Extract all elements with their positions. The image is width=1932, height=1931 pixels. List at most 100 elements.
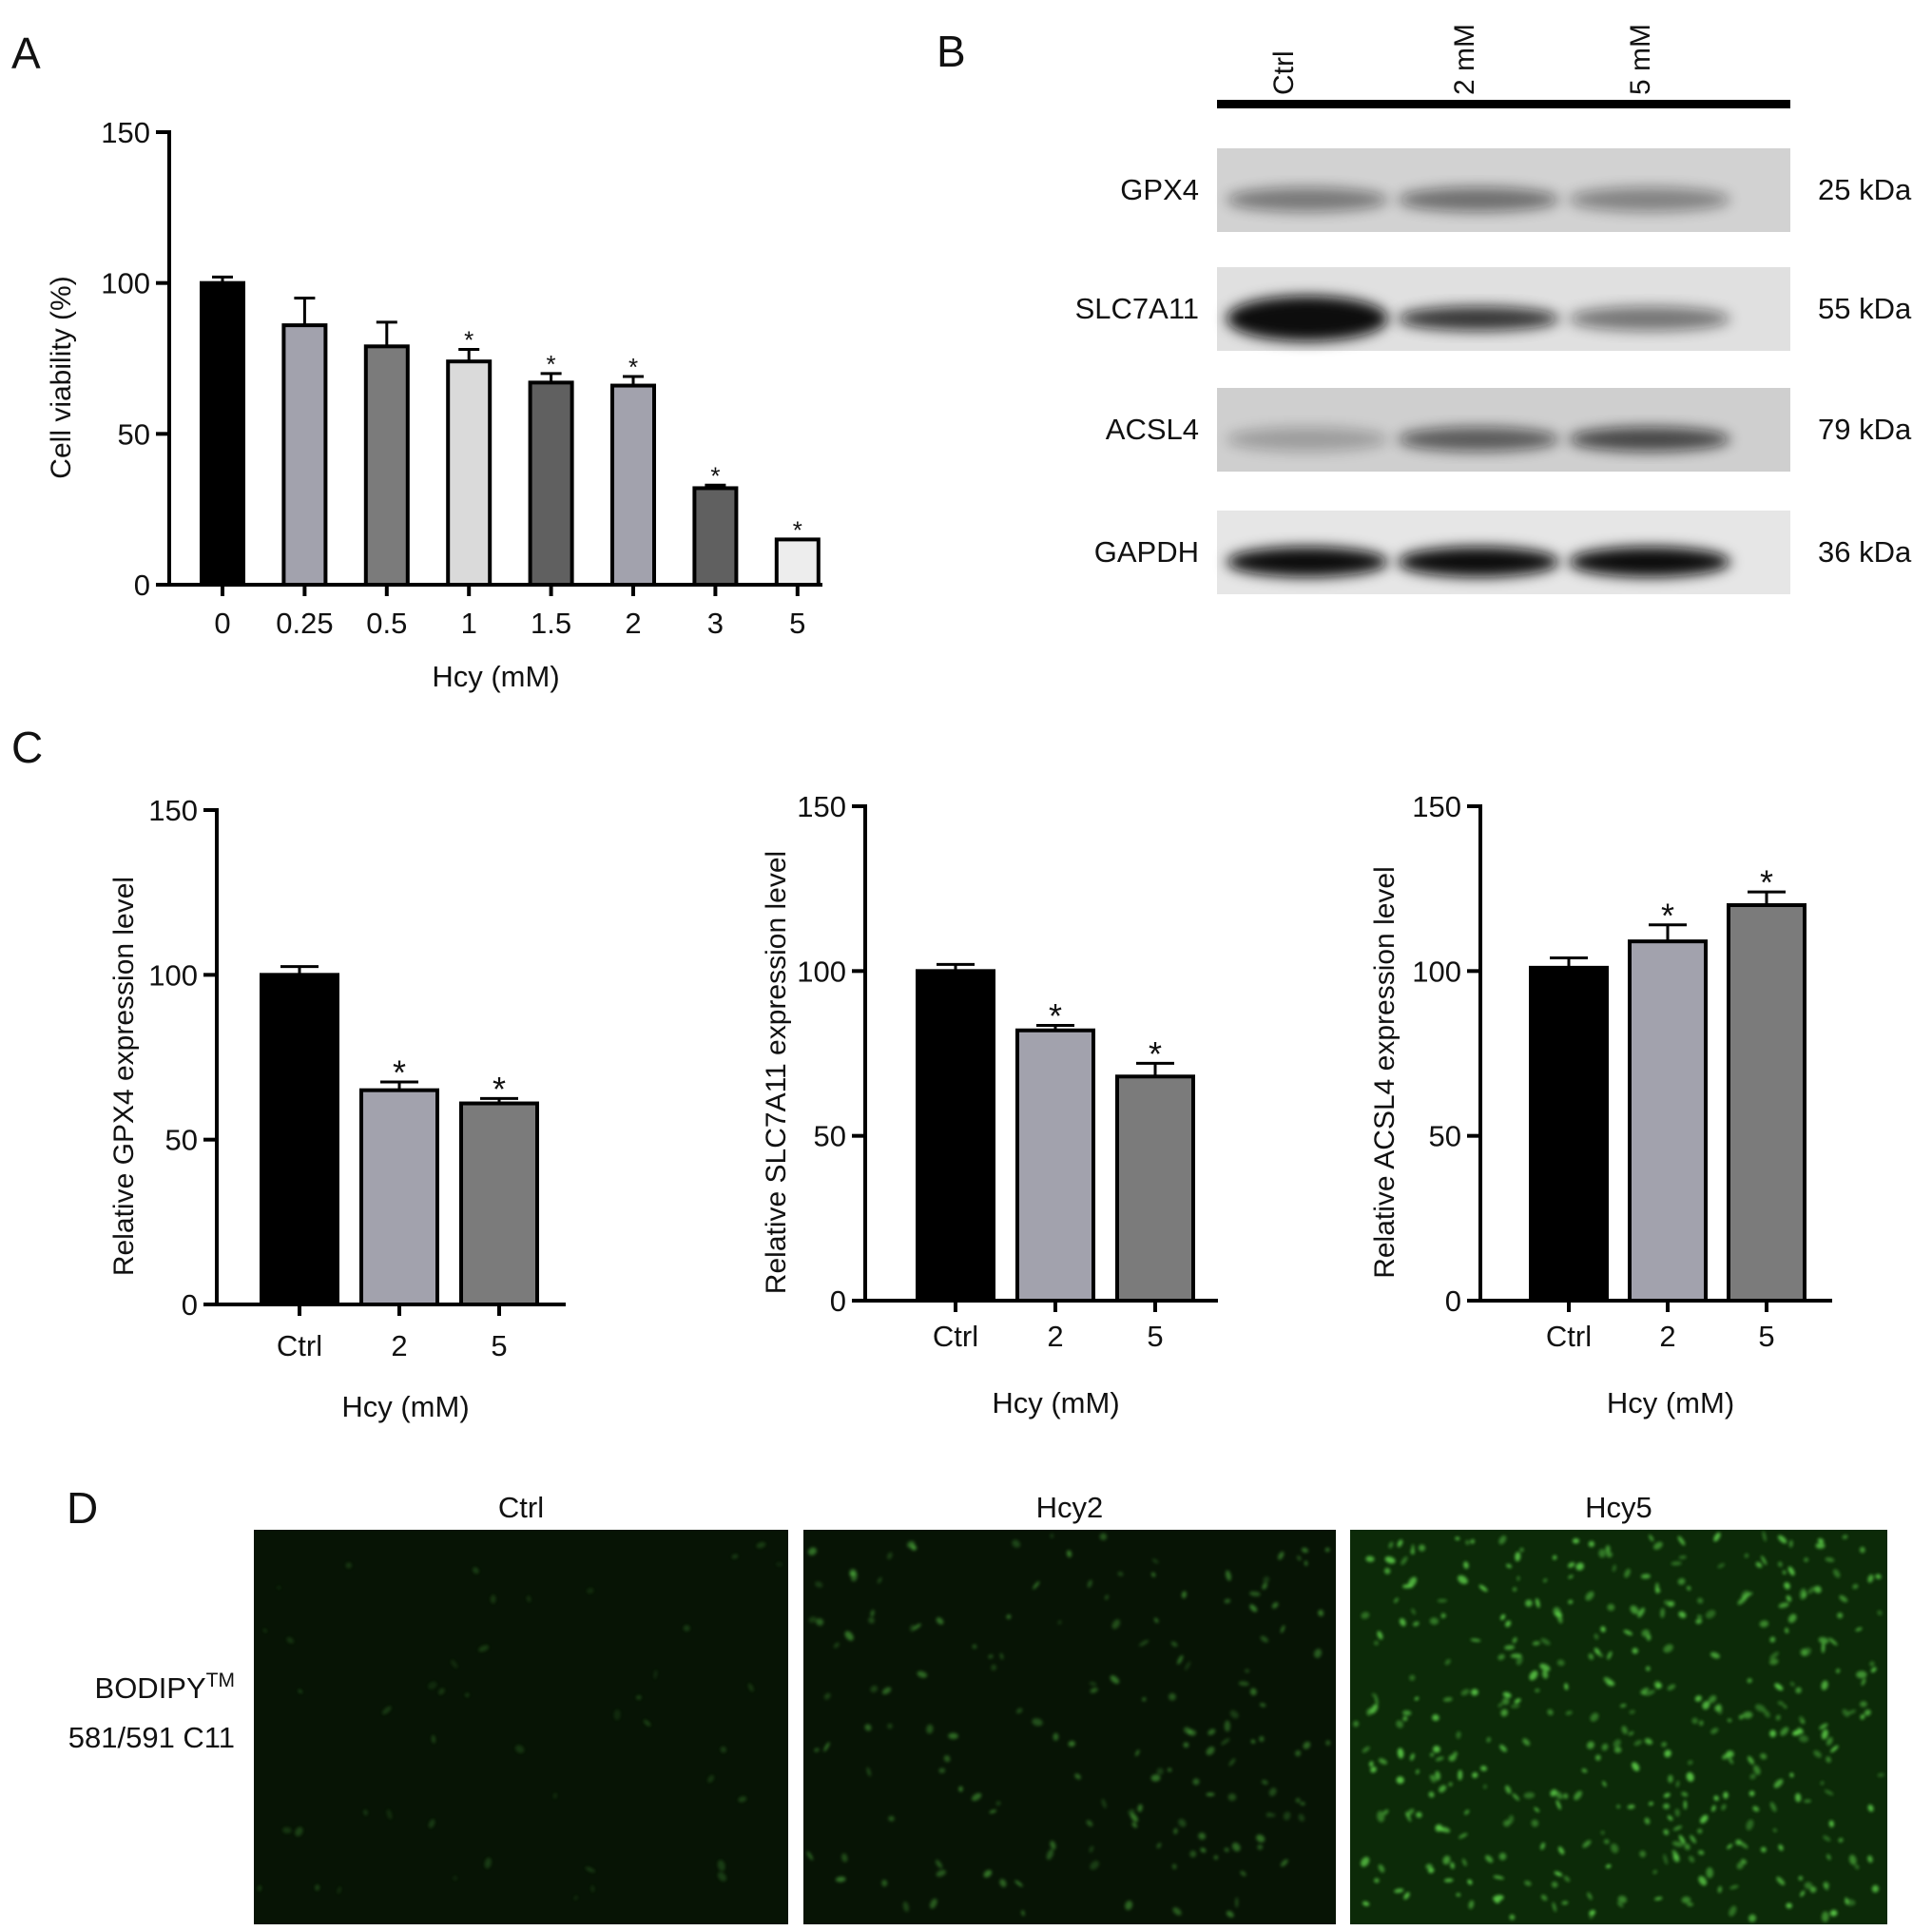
cell xyxy=(849,1569,857,1576)
cell xyxy=(1468,1900,1475,1909)
cell xyxy=(1268,1787,1277,1797)
cell xyxy=(887,1723,893,1729)
cell xyxy=(1678,1555,1687,1559)
cell xyxy=(1561,1901,1569,1905)
cell xyxy=(1826,1736,1833,1746)
bar xyxy=(363,344,410,587)
cell xyxy=(1221,1738,1230,1746)
cell xyxy=(1660,1608,1665,1618)
cell xyxy=(1563,1793,1569,1799)
lane-label: Ctrl xyxy=(1268,50,1300,95)
cell xyxy=(1607,1603,1615,1612)
cell xyxy=(1552,1554,1557,1560)
cell xyxy=(1478,1584,1488,1593)
cell xyxy=(1318,1609,1324,1617)
cell xyxy=(1463,1561,1469,1570)
cell xyxy=(1800,1649,1808,1656)
cell xyxy=(1156,1843,1162,1849)
cell xyxy=(1854,1863,1860,1870)
cell xyxy=(1575,1562,1584,1571)
cell xyxy=(1539,1663,1551,1671)
cell xyxy=(585,1866,596,1873)
cell xyxy=(948,1732,958,1740)
cell xyxy=(1443,1878,1454,1883)
cell xyxy=(1168,1692,1176,1701)
cell xyxy=(1485,1855,1494,1863)
y-tick-label: 0 xyxy=(182,1288,198,1322)
cell xyxy=(909,1624,916,1632)
row-label: 581/591 C11 xyxy=(68,1721,235,1754)
cell xyxy=(1723,1791,1729,1799)
cell xyxy=(936,1617,944,1625)
cell xyxy=(1587,1892,1593,1901)
cell xyxy=(1777,1535,1787,1544)
cell xyxy=(1541,1670,1549,1679)
x-tick-label: 2 xyxy=(625,607,641,640)
cell xyxy=(1829,1909,1838,1917)
cell xyxy=(1668,1774,1673,1784)
cell xyxy=(1198,1832,1207,1840)
bar xyxy=(1628,939,1708,1303)
cell xyxy=(1090,1861,1100,1870)
cell xyxy=(1598,1549,1606,1558)
cell xyxy=(1681,1896,1691,1903)
cell xyxy=(1397,1748,1404,1759)
cell xyxy=(1050,1533,1054,1538)
blot-band xyxy=(1227,296,1388,341)
cell xyxy=(775,1562,783,1567)
cell xyxy=(1256,1834,1265,1843)
cell xyxy=(1871,1884,1879,1893)
cell xyxy=(1552,1902,1556,1912)
cell xyxy=(1300,1802,1305,1805)
cell xyxy=(1574,1790,1582,1801)
cell xyxy=(881,1880,888,1887)
cell xyxy=(989,1809,997,1814)
cell xyxy=(1752,1805,1760,1812)
blot-band xyxy=(1569,427,1730,452)
cell xyxy=(1755,1561,1763,1568)
cell xyxy=(1605,1863,1612,1868)
cell xyxy=(1224,1847,1229,1852)
micrograph xyxy=(803,1530,1336,1924)
protein-label: GPX4 xyxy=(1120,173,1199,206)
x-axis-label: Hcy (mM) xyxy=(432,660,559,693)
cell xyxy=(1435,1756,1444,1762)
cell xyxy=(337,1886,341,1894)
cell xyxy=(1671,1849,1679,1861)
cells xyxy=(1353,1531,1884,1922)
cell xyxy=(1778,1844,1784,1851)
x-tick-label: 0.25 xyxy=(276,607,333,640)
cell xyxy=(1170,1641,1178,1648)
cell xyxy=(490,1594,496,1604)
x-tick-label: 5 xyxy=(1758,1320,1774,1353)
cell xyxy=(1681,1791,1689,1797)
cell xyxy=(1762,1531,1767,1542)
cell xyxy=(451,1659,458,1669)
cell xyxy=(1717,1563,1726,1569)
cell xyxy=(1637,1607,1645,1618)
micrograph xyxy=(1350,1530,1887,1924)
cell xyxy=(1667,1815,1673,1821)
cell xyxy=(1746,1819,1754,1831)
cell xyxy=(1192,1778,1200,1786)
y-tick-label: 50 xyxy=(1429,1120,1461,1153)
cell xyxy=(1787,1566,1795,1576)
cell xyxy=(1448,1754,1457,1762)
cell xyxy=(1706,1867,1714,1879)
cell xyxy=(1738,1714,1744,1720)
cell xyxy=(1568,1599,1574,1605)
cell xyxy=(1509,1914,1516,1921)
cell xyxy=(1269,1813,1276,1818)
cell xyxy=(1402,1716,1408,1722)
cell xyxy=(1759,1620,1769,1628)
cell xyxy=(1605,1545,1611,1554)
cell xyxy=(1089,1681,1097,1686)
cell xyxy=(643,1719,651,1727)
cell xyxy=(1249,1688,1257,1696)
cell xyxy=(1510,1704,1520,1709)
row-label: BODIPYTM xyxy=(95,1670,235,1705)
cell xyxy=(1691,1717,1698,1725)
cell xyxy=(1440,1612,1445,1618)
cell xyxy=(1297,1555,1302,1561)
cell xyxy=(1295,1798,1301,1804)
